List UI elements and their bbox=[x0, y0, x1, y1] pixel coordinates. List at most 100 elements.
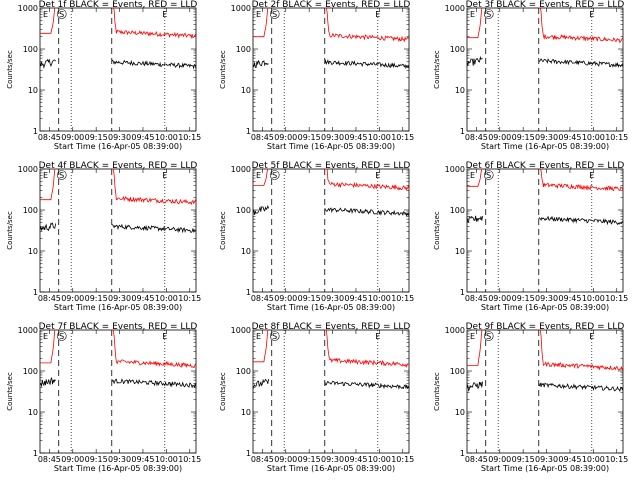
x-tick-label: 09:30 bbox=[321, 294, 344, 303]
y-tick-label: 10 bbox=[241, 86, 251, 95]
lld-series-line bbox=[467, 168, 483, 187]
y-axis-label: Counts/sec bbox=[6, 372, 14, 411]
y-tick-label: 1 bbox=[33, 288, 38, 297]
end-marker-label: E bbox=[162, 10, 167, 19]
x-tick-label: 09:15 bbox=[298, 455, 321, 464]
events-series-line bbox=[538, 58, 624, 68]
chart-panel: Det 5f BLACK = Events, RED = LLD 1 10 100 10… bbox=[219, 161, 414, 312]
x-tick-label: 09:15 bbox=[298, 294, 321, 303]
start-marker-circle bbox=[56, 331, 67, 341]
events-series-line bbox=[111, 378, 197, 389]
x-tick-label: 08:45 bbox=[38, 133, 61, 142]
x-tick-label: 09:45 bbox=[558, 294, 581, 303]
events-series-line bbox=[324, 380, 410, 390]
lld-series-line bbox=[40, 7, 56, 34]
x-tick-label: 10:15 bbox=[178, 133, 201, 142]
x-axis-label: Start Time (16-Apr-05 08:39:00) bbox=[481, 142, 609, 151]
panel-title: Det 2f BLACK = Events, RED = LLD bbox=[252, 0, 411, 10]
end-marker-label: E bbox=[43, 171, 48, 180]
y-tick-label: 100 bbox=[236, 206, 251, 215]
y-tick-label: 100 bbox=[450, 45, 465, 54]
y-tick-label: 10 bbox=[241, 247, 251, 256]
y-tick-label: 1 bbox=[33, 127, 38, 136]
x-axis-label: Start Time (16-Apr-05 08:39:00) bbox=[54, 142, 182, 151]
panel-title: Det 8f BLACK = Events, RED = LLD bbox=[252, 322, 411, 332]
start-marker-circle bbox=[269, 9, 280, 19]
start-marker-circle bbox=[483, 170, 494, 180]
x-tick-label: 10:15 bbox=[605, 294, 628, 303]
x-tick-label: 10:15 bbox=[178, 294, 201, 303]
start-marker-circle bbox=[56, 9, 67, 19]
x-axis-label: Start Time (16-Apr-05 08:39:00) bbox=[54, 464, 182, 473]
plot-frame bbox=[252, 329, 410, 454]
x-axis-label: Start Time (16-Apr-05 08:39:00) bbox=[267, 303, 395, 312]
y-axis-label: Counts/sec bbox=[6, 211, 14, 250]
start-marker-label: S bbox=[486, 10, 491, 19]
end-marker-label: E bbox=[375, 171, 380, 180]
lld-series-line bbox=[538, 329, 624, 371]
x-tick-label: 09:45 bbox=[344, 455, 367, 464]
x-tick-label: 09:30 bbox=[321, 455, 344, 464]
y-axis-label: Counts/sec bbox=[433, 50, 441, 89]
y-tick-label: 1 bbox=[246, 127, 251, 136]
y-tick-label: 10 bbox=[28, 408, 38, 417]
lld-series-line bbox=[40, 168, 56, 201]
events-series-line bbox=[538, 215, 624, 226]
x-tick-label: 10:15 bbox=[178, 455, 201, 464]
end-marker-label: E bbox=[162, 171, 167, 180]
lld-series-line bbox=[40, 329, 56, 364]
events-series-line bbox=[111, 223, 197, 234]
start-marker-label: S bbox=[59, 10, 64, 19]
y-tick-label: 1 bbox=[460, 127, 465, 136]
x-tick-label: 09:00 bbox=[488, 133, 511, 142]
plot-frame bbox=[466, 329, 624, 454]
x-tick-label: 10:15 bbox=[605, 455, 628, 464]
end-marker-label: E bbox=[589, 332, 594, 341]
x-tick-label: 09:45 bbox=[131, 455, 154, 464]
y-tick-label: 1000 bbox=[231, 165, 251, 174]
x-tick-label: 10:00 bbox=[582, 455, 605, 464]
chart-panel: Det 4f BLACK = Events, RED = LLD 1 10 100 10… bbox=[6, 161, 201, 312]
end-marker-label: E bbox=[589, 10, 594, 19]
panel-title: Det 5f BLACK = Events, RED = LLD bbox=[252, 161, 411, 171]
plot-frame bbox=[466, 7, 624, 132]
plot-frame bbox=[252, 7, 410, 132]
x-tick-label: 08:45 bbox=[465, 294, 488, 303]
end-marker-label: E bbox=[589, 171, 594, 180]
plot-frame bbox=[39, 329, 197, 454]
start-marker-label: S bbox=[486, 332, 491, 341]
x-tick-label: 10:00 bbox=[368, 294, 391, 303]
x-tick-label: 10:15 bbox=[391, 133, 414, 142]
x-tick-label: 09:30 bbox=[535, 294, 558, 303]
y-tick-label: 10 bbox=[28, 86, 38, 95]
panel-title: Det 1f BLACK = Events, RED = LLD bbox=[39, 0, 198, 10]
x-tick-label: 10:00 bbox=[155, 294, 178, 303]
plot-frame bbox=[39, 168, 197, 293]
chart-panel: Det 1f BLACK = Events, RED = LLD 1 10 100 10… bbox=[6, 0, 201, 151]
x-tick-label: 09:30 bbox=[108, 294, 131, 303]
panel-title: Det 3f BLACK = Events, RED = LLD bbox=[466, 0, 625, 10]
plot-frame bbox=[466, 168, 624, 293]
panel-title: Det 6f BLACK = Events, RED = LLD bbox=[466, 161, 625, 171]
y-tick-label: 1 bbox=[246, 288, 251, 297]
x-tick-label: 10:00 bbox=[368, 133, 391, 142]
lld-series-line bbox=[324, 168, 410, 192]
start-marker-label: S bbox=[59, 332, 64, 341]
events-series-line bbox=[252, 378, 269, 390]
y-tick-label: 1 bbox=[460, 288, 465, 297]
events-series-line bbox=[466, 55, 483, 66]
end-marker-label: E bbox=[256, 332, 261, 341]
lld-series-line bbox=[324, 7, 410, 43]
x-tick-label: 09:45 bbox=[131, 133, 154, 142]
start-marker-circle bbox=[483, 9, 494, 19]
x-tick-label: 09:15 bbox=[512, 294, 535, 303]
x-tick-label: 09:15 bbox=[512, 455, 535, 464]
y-tick-label: 100 bbox=[450, 367, 465, 376]
lld-series-line bbox=[467, 7, 483, 39]
y-tick-label: 100 bbox=[450, 206, 465, 215]
lld-series-line bbox=[253, 329, 269, 363]
y-tick-label: 1 bbox=[33, 449, 38, 458]
y-tick-label: 1000 bbox=[445, 4, 465, 13]
start-marker-circle bbox=[483, 331, 494, 341]
y-tick-label: 1000 bbox=[231, 326, 251, 335]
